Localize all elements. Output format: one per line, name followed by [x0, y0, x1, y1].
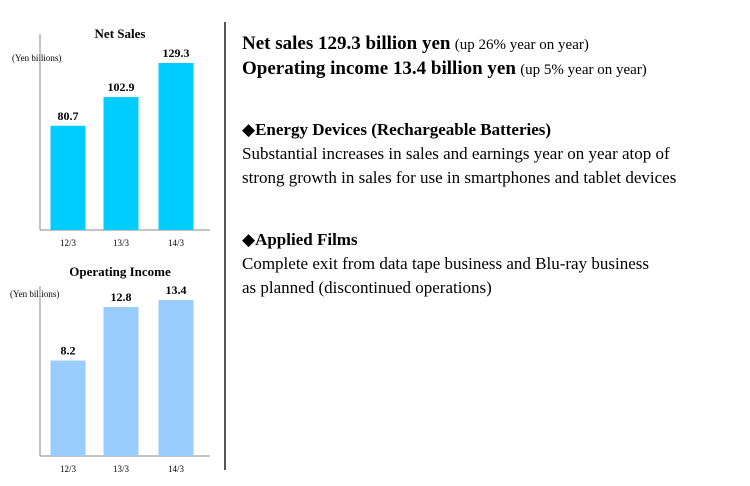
net-sales-headline: Net sales 129.3 billion yen — [242, 33, 451, 54]
vertical-divider — [224, 22, 226, 470]
operating-income-change: (up 5% year on year) — [520, 62, 647, 78]
section-heading-text: Energy Devices (Rechargeable Batteries) — [255, 120, 552, 139]
bar — [103, 97, 139, 231]
summary: Net sales 129.3 billion yen (up 26% year… — [242, 32, 647, 82]
summary-line-operating-income: Operating income 13.4 billion yen (up 5%… — [242, 57, 647, 82]
x-tick-label: 12/3 — [60, 238, 77, 248]
section-energy-devices: ◆Energy Devices (Rechargeable Batteries)… — [242, 118, 676, 190]
x-tick-label: 14/3 — [168, 238, 185, 248]
bar — [103, 306, 139, 456]
x-tick-label: 13/3 — [113, 238, 130, 248]
section-text-line: Substantial increases in sales and earni… — [242, 144, 670, 163]
x-tick-label: 14/3 — [168, 464, 185, 474]
data-label: 12.8 — [111, 290, 132, 304]
bar — [50, 360, 86, 456]
data-label: 8.2 — [61, 344, 76, 358]
section-text-line: Complete exit from data tape business an… — [242, 254, 649, 273]
x-tick-label: 12/3 — [60, 464, 77, 474]
net-sales-change: (up 26% year on year) — [454, 37, 589, 53]
bar — [158, 300, 194, 456]
diamond-bullet-icon: ◆ — [242, 230, 256, 249]
operating-income-headline: Operating income 13.4 billion yen — [242, 58, 516, 79]
data-label: 80.7 — [58, 109, 79, 123]
data-label: 13.4 — [166, 283, 187, 297]
summary-line-net-sales: Net sales 129.3 billion yen (up 26% year… — [242, 32, 647, 57]
bar — [158, 63, 194, 230]
diamond-bullet-icon: ◆ — [242, 120, 256, 139]
section-applied-films: ◆Applied Films Complete exit from data t… — [242, 228, 649, 300]
chart-title: Operating Income — [69, 264, 171, 279]
y-axis-label: (Yen billions) — [12, 53, 61, 63]
y-axis-label: (Yen billions) — [10, 289, 59, 299]
section-heading: ◆Energy Devices (Rechargeable Batteries) — [242, 118, 676, 142]
data-label: 102.9 — [108, 80, 135, 94]
data-label: 129.3 — [163, 46, 190, 60]
chart-title: Net Sales — [95, 26, 146, 41]
x-tick-label: 13/3 — [113, 464, 130, 474]
section-text-line: as planned (discontinued operations) — [242, 278, 492, 297]
section-heading: ◆Applied Films — [242, 228, 649, 252]
net-sales-chart: Net Sales (Yen billions) 80.7 12/3 102.9 13… — [12, 26, 210, 248]
bar — [50, 125, 86, 230]
operating-income-chart: Operating Income (Yen billions) 8.2 12/3 1… — [10, 264, 210, 474]
section-heading-text: Applied Films — [255, 230, 358, 249]
section-text-line: strong growth in sales for use in smartp… — [242, 168, 677, 187]
